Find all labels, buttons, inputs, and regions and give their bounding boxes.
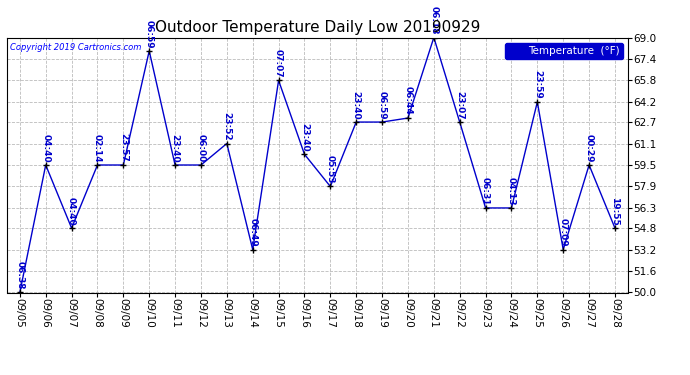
Text: 06:31: 06:31 (481, 177, 490, 205)
Text: 00:29: 00:29 (584, 134, 593, 162)
Text: 23:40: 23:40 (300, 123, 309, 152)
Text: 06:00: 06:00 (197, 134, 206, 162)
Title: Outdoor Temperature Daily Low 20190929: Outdoor Temperature Daily Low 20190929 (155, 20, 480, 35)
Text: 23:59: 23:59 (533, 70, 542, 99)
Text: 02:14: 02:14 (93, 134, 102, 162)
Text: 19:55: 19:55 (611, 196, 620, 225)
Text: 23:40: 23:40 (170, 134, 179, 162)
Text: 23:52: 23:52 (222, 112, 231, 141)
Text: 06:59: 06:59 (145, 20, 154, 48)
Text: 05:53: 05:53 (326, 155, 335, 184)
Text: 23:40: 23:40 (352, 91, 361, 119)
Text: 07:07: 07:07 (274, 49, 283, 78)
Text: 04:13: 04:13 (507, 177, 516, 205)
Text: 04:40: 04:40 (41, 134, 50, 162)
Text: 06:49: 06:49 (248, 218, 257, 247)
Text: Copyright 2019 Cartronics.com: Copyright 2019 Cartronics.com (10, 43, 141, 52)
Text: 23:07: 23:07 (455, 91, 464, 119)
Text: 04:40: 04:40 (67, 196, 76, 225)
Text: 06:38: 06:38 (15, 261, 24, 290)
Text: 23:57: 23:57 (119, 134, 128, 162)
Text: 06:59: 06:59 (377, 91, 386, 119)
Legend: Temperature  (°F): Temperature (°F) (505, 43, 622, 59)
Text: 06:44: 06:44 (404, 87, 413, 115)
Text: 06:18: 06:18 (429, 6, 438, 35)
Text: 07:09: 07:09 (559, 218, 568, 247)
